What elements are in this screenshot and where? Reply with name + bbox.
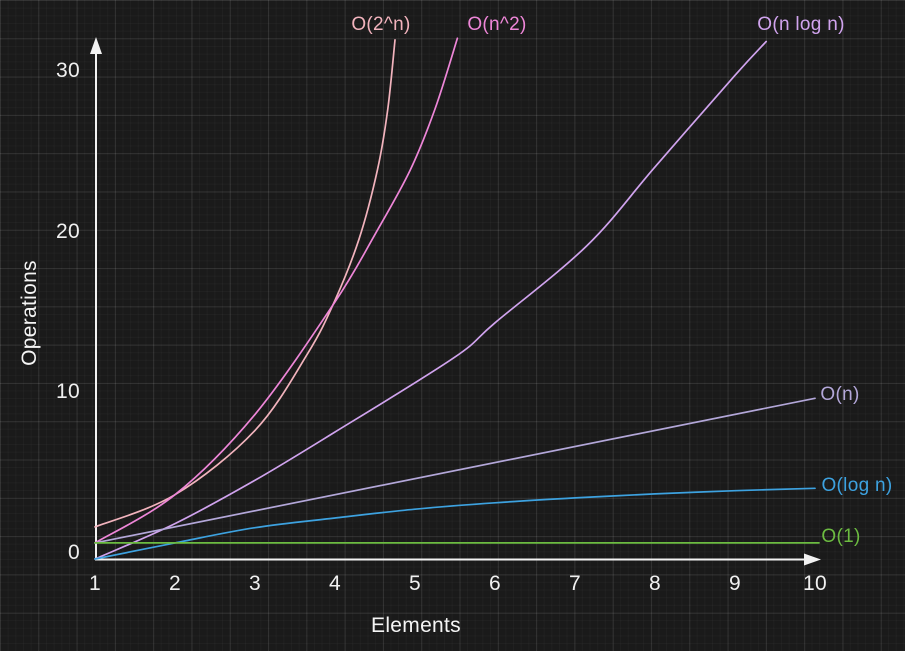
curve-label-o-n-log-n: O(n log n): [757, 14, 845, 35]
y-tick-label-0: 0: [68, 541, 80, 564]
x-tick-label-2: 2: [169, 572, 181, 595]
curve-o-n-2: [94, 37, 459, 544]
curve-label-o-log-n: O(log n): [821, 475, 893, 496]
x-tick-label-10: 10: [803, 572, 827, 595]
curve-label-o-1: O(1): [821, 526, 861, 547]
y-tick-label-20: 20: [56, 219, 80, 243]
x-tick-label-6: 6: [489, 572, 501, 595]
y-tick-label-10: 10: [56, 380, 80, 404]
curve-o-n: [94, 397, 816, 544]
curve-label-o-n-2: O(n^2): [467, 14, 527, 35]
curve-label-o-n: O(n): [820, 384, 860, 405]
y-axis-title: Operations: [18, 260, 41, 366]
x-tick-label-5: 5: [409, 572, 421, 595]
x-tick-label-9: 9: [729, 572, 741, 595]
x-tick-label-8: 8: [649, 572, 661, 595]
curve-label-o-2-n: O(2^n): [351, 14, 411, 35]
x-tick-label-7: 7: [569, 572, 581, 595]
curve-o-log-n: [94, 487, 816, 560]
y-tick-label-30: 30: [56, 58, 80, 82]
x-tick-label-4: 4: [329, 572, 341, 595]
x-tick-label-3: 3: [249, 572, 261, 595]
curve-o-2-n: [94, 39, 396, 528]
x-tick-label-1: 1: [89, 572, 101, 595]
x-axis-arrow-icon: [804, 553, 821, 566]
x-axis-title: Elements: [371, 614, 461, 637]
curve-o-n-log-n: [94, 40, 768, 560]
y-axis-arrow-icon: [90, 37, 102, 54]
